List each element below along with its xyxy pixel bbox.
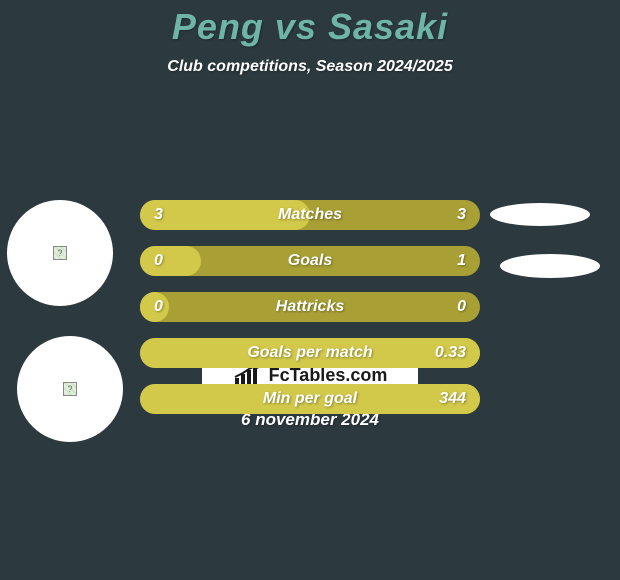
page-subtitle: Club competitions, Season 2024/2025 bbox=[0, 58, 620, 76]
stat-row: Min per goal 344 bbox=[140, 384, 480, 414]
stat-value-left: 3 bbox=[154, 206, 163, 224]
stat-value-right: 0 bbox=[457, 298, 466, 316]
stat-label: Goals per match bbox=[247, 344, 372, 362]
stat-row: Goals per match 0.33 bbox=[140, 338, 480, 368]
image-placeholder-icon bbox=[63, 382, 77, 396]
stat-label: Matches bbox=[278, 206, 342, 224]
stat-value-left: 0 bbox=[154, 298, 163, 316]
avatar-left-top bbox=[7, 200, 113, 306]
stat-row: 0 Goals 1 bbox=[140, 246, 480, 276]
stat-value-right: 3 bbox=[457, 206, 466, 224]
stat-fill bbox=[140, 246, 201, 276]
side-ellipse-bottom bbox=[500, 254, 600, 278]
stat-label: Min per goal bbox=[263, 390, 357, 408]
side-ellipse-top bbox=[490, 203, 590, 226]
stat-value-right: 0.33 bbox=[435, 344, 466, 362]
stat-row: 0 Hattricks 0 bbox=[140, 292, 480, 322]
page-title: Peng vs Sasaki bbox=[0, 0, 620, 48]
stat-label: Hattricks bbox=[276, 298, 344, 316]
stat-label: Goals bbox=[288, 252, 332, 270]
stat-value-left: 0 bbox=[154, 252, 163, 270]
stat-value-right: 1 bbox=[457, 252, 466, 270]
stat-row: 3 Matches 3 bbox=[140, 200, 480, 230]
image-placeholder-icon bbox=[53, 246, 67, 260]
stat-value-right: 344 bbox=[439, 390, 466, 408]
